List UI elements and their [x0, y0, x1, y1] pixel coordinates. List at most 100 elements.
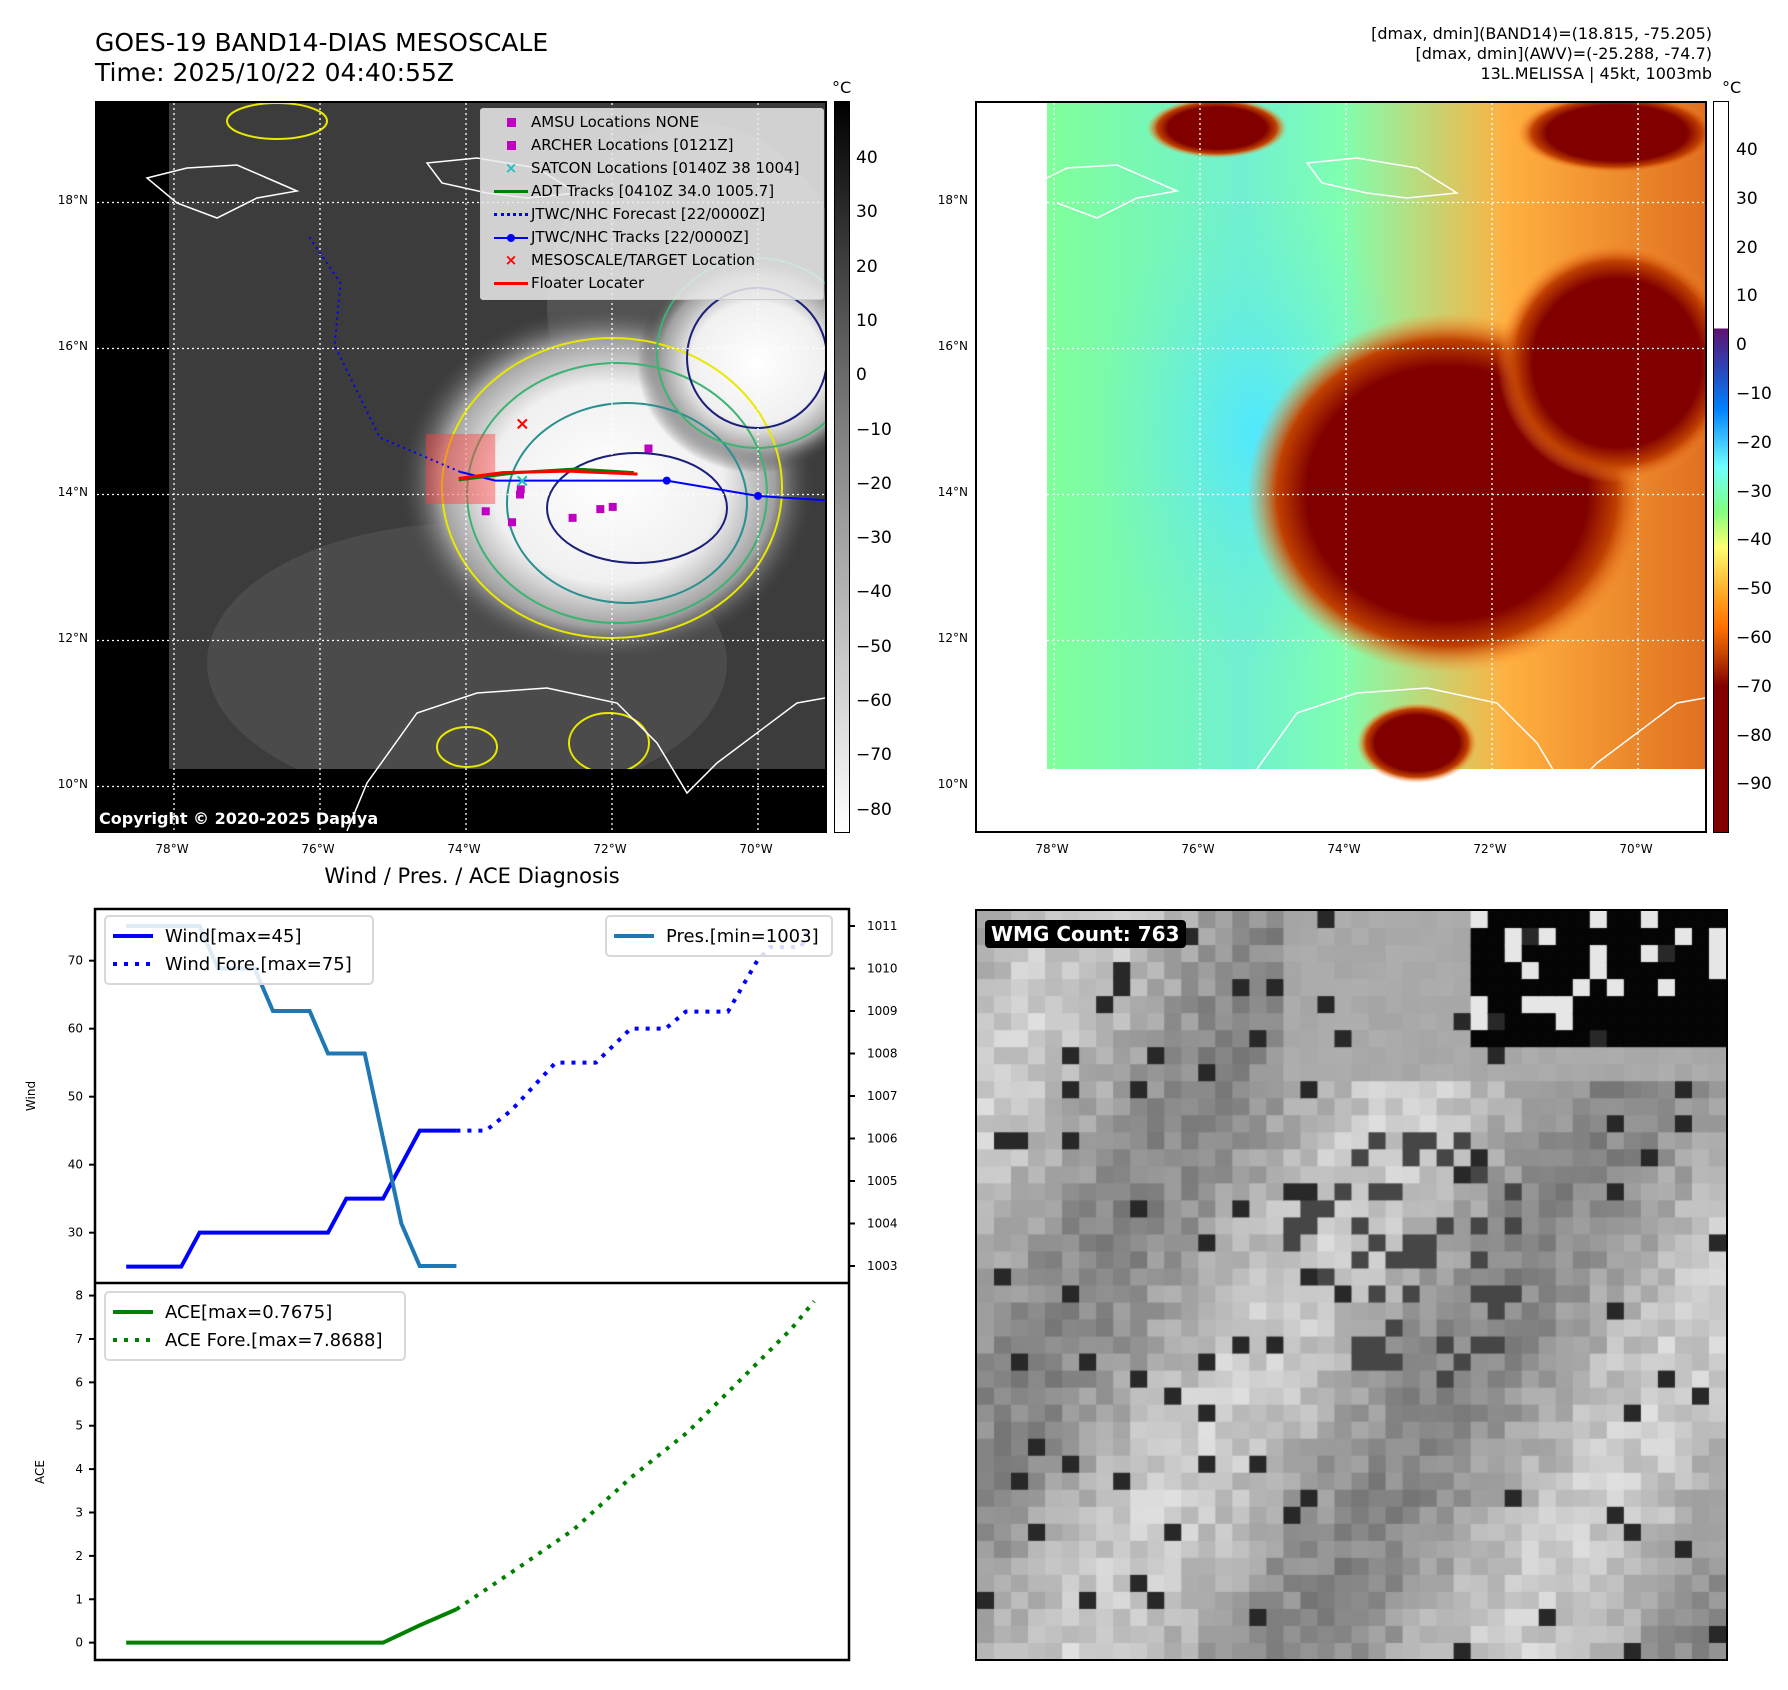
- colorbar-tick: −30: [856, 528, 892, 549]
- colorbar-tick: −40: [1736, 530, 1772, 551]
- y-tick-label: 6: [75, 1375, 83, 1389]
- ace-forecast-line: [455, 1299, 816, 1612]
- lat-tick-label: 18°N: [57, 192, 88, 207]
- colorbar-tick: −80: [856, 799, 892, 820]
- mesoscale-marker: ×: [515, 414, 530, 435]
- archer-point: [608, 502, 617, 511]
- storm-summary: 13L.MELISSA | 45kt, 1003mb: [1480, 64, 1712, 83]
- y-tick-label: 50: [68, 1090, 83, 1104]
- legend-symbol-icon: [491, 111, 531, 133]
- chart-legend: [104, 915, 374, 985]
- floater-box: [425, 433, 496, 504]
- awv-map[interactable]: [975, 101, 1707, 833]
- lon-tick-label: 78°W: [155, 842, 189, 856]
- chart-legend: [605, 915, 833, 957]
- y-tick-label: 30: [68, 1226, 83, 1240]
- colorbar-unit: °C: [1722, 78, 1742, 97]
- lon-tick-label: 78°W: [1035, 842, 1069, 856]
- colorbar-tick: −70: [1736, 676, 1772, 697]
- y-tick-label: 1010: [867, 962, 898, 976]
- y-tick-label: 70: [68, 954, 83, 968]
- wind-axis-label: Wind: [24, 1081, 38, 1111]
- satcon-marker: ×: [515, 471, 530, 492]
- storm-tracks: ××: [308, 236, 825, 527]
- lat-tick-label: 10°N: [57, 776, 88, 791]
- legend-label: Pres.[min=1003]: [666, 926, 819, 947]
- grayscale-colorbar: [834, 101, 850, 833]
- colorbar-unit: °C: [832, 78, 852, 97]
- y-tick-label: 1011: [867, 919, 898, 933]
- y-tick-label: 0: [75, 1636, 83, 1650]
- y-tick-label: 1003: [867, 1259, 898, 1273]
- band14-range: [dmax, dmin](BAND14)=(18.815, -75.205): [1371, 24, 1712, 43]
- lon-tick-label: 74°W: [1327, 842, 1361, 856]
- colorbar-tick: 40: [1736, 140, 1758, 160]
- archer-point: [516, 490, 525, 499]
- y-tick-label: 3: [75, 1505, 83, 1519]
- colorbar-tick: −60: [1736, 628, 1772, 648]
- colorbar-tick: −80: [1736, 725, 1772, 746]
- legend-label: Floater Locater: [531, 274, 645, 292]
- y-tick-label: 1007: [867, 1089, 898, 1103]
- y-tick-label: 5: [75, 1419, 83, 1433]
- y-tick-label: 1004: [867, 1217, 898, 1231]
- colorbar-tick: −90: [1736, 774, 1772, 795]
- legend-label: AMSU Locations NONE: [531, 113, 700, 131]
- colorbar-tick: −50: [1736, 579, 1772, 600]
- wmg-panel: [975, 909, 1728, 1661]
- y-tick-label: 1005: [867, 1174, 898, 1188]
- awv-map-canvas: [977, 103, 1705, 831]
- chart-legend: [104, 1291, 406, 1361]
- legend-label: ARCHER Locations [0121Z]: [531, 136, 734, 154]
- lat-tick-label: 14°N: [57, 484, 88, 499]
- floater-track: [458, 469, 638, 480]
- lat-tick-label: 14°N: [937, 484, 968, 499]
- colorbar-tick: 0: [1736, 335, 1747, 356]
- colorbar-tick: 10: [1736, 286, 1758, 307]
- legend-symbol-icon: [491, 272, 531, 294]
- lat-tick-label: 16°N: [937, 338, 968, 353]
- colorbar-tick: 30: [856, 202, 878, 223]
- colorbar-tick: −70: [856, 745, 892, 766]
- y-tick-label: 60: [68, 1022, 83, 1036]
- ace-axis-label: ACE: [33, 1460, 47, 1484]
- legend-label: JTWC/NHC Forecast [22/0000Z]: [531, 205, 766, 223]
- ace-line: [126, 1607, 458, 1645]
- legend-symbol-icon: [491, 203, 531, 225]
- lat-tick-label: 18°N: [937, 192, 968, 207]
- colorbar-tick: 20: [856, 256, 878, 277]
- track-point: [662, 476, 671, 485]
- lat-tick-label: 16°N: [57, 338, 88, 353]
- y-tick-label: 7: [75, 1332, 83, 1346]
- colorbar-tick: 40: [856, 148, 878, 168]
- colorbar-tick: −20: [856, 473, 892, 494]
- diagnosis-title: Wind / Pres. / ACE Diagnosis: [324, 864, 620, 888]
- awv-range: [dmax, dmin](AWV)=(-25.288, -74.7): [1415, 44, 1712, 63]
- archer-point: [644, 444, 653, 453]
- colorbar-tick: 30: [1736, 188, 1758, 209]
- colorbar-tick: 10: [856, 310, 878, 331]
- y-tick-label: 40: [68, 1158, 83, 1172]
- archer-point: [507, 518, 516, 527]
- legend-symbol-icon: [491, 226, 531, 248]
- archer-point: [596, 505, 605, 514]
- wmg-count-badge: WMG Count: 763: [985, 920, 1186, 948]
- y-tick-label: 8: [75, 1289, 83, 1303]
- colorbar-tick: 20: [1736, 237, 1758, 258]
- forecast-track: [308, 236, 461, 473]
- archer-point: [568, 513, 577, 522]
- y-tick-label: 1006: [867, 1132, 898, 1146]
- track-point: [754, 491, 762, 500]
- legend-symbol-icon: [491, 180, 531, 202]
- colorbar-tick: −40: [856, 582, 892, 603]
- title-product: GOES-19 BAND14-DIAS MESOSCALE: [95, 28, 549, 57]
- lon-tick-label: 70°W: [739, 842, 773, 856]
- y-tick-label: 1008: [867, 1047, 898, 1061]
- lon-tick-label: 70°W: [1619, 842, 1653, 856]
- lat-tick-label: 12°N: [57, 630, 88, 645]
- lat-tick-label: 12°N: [937, 630, 968, 645]
- lon-tick-label: 76°W: [1181, 842, 1215, 856]
- colorbar-tick: 0: [856, 365, 867, 386]
- ir-map[interactable]: × × Copyright © 2020-2025 Dapiya AMSU Loc…: [95, 101, 827, 833]
- storm-info: [dmax, dmin](BAND14)=(18.815, -75.205) […: [1371, 24, 1712, 84]
